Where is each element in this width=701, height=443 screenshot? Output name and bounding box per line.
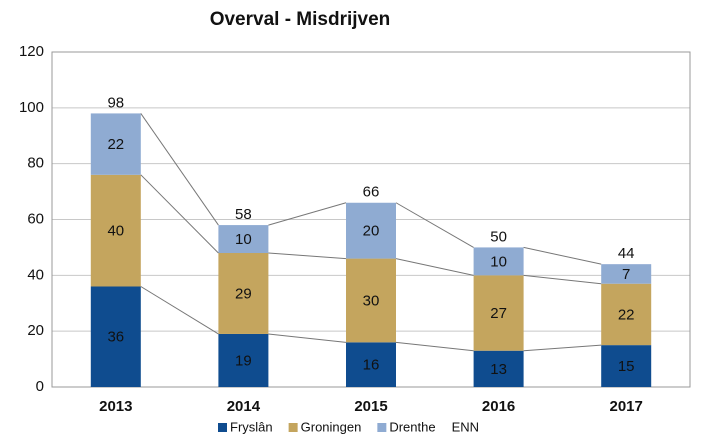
data-label: 30 bbox=[363, 292, 380, 309]
data-label: 22 bbox=[618, 306, 635, 323]
total-label: 58 bbox=[235, 206, 252, 223]
legend-label: ENN bbox=[452, 419, 479, 434]
y-tick-label: 100 bbox=[19, 99, 44, 116]
connector-line bbox=[268, 202, 347, 226]
bar-segment bbox=[601, 345, 652, 387]
connector-line bbox=[523, 246, 602, 265]
connector-line bbox=[395, 258, 474, 276]
data-label: 36 bbox=[107, 329, 124, 346]
bar-segment bbox=[90, 174, 141, 287]
connector-line bbox=[523, 344, 602, 352]
x-tick-label: 2014 bbox=[227, 398, 261, 415]
total-label: 98 bbox=[107, 94, 124, 111]
bar-segment bbox=[218, 333, 269, 387]
bar-segment bbox=[218, 225, 269, 253]
data-label: 10 bbox=[490, 253, 507, 270]
y-tick-label: 0 bbox=[36, 378, 44, 395]
x-tick-label: 2017 bbox=[610, 398, 643, 415]
legend-swatch bbox=[218, 423, 227, 432]
legend-label: Groningen bbox=[301, 419, 362, 434]
connector-line bbox=[140, 174, 219, 254]
bar-segment bbox=[473, 350, 524, 387]
bar-segment bbox=[346, 258, 396, 343]
y-tick-label: 60 bbox=[27, 210, 44, 227]
bar-segment bbox=[473, 275, 524, 351]
total-label: 44 bbox=[618, 245, 635, 262]
connector-line bbox=[140, 286, 219, 335]
connector-line bbox=[268, 252, 347, 260]
legend-label: Drenthe bbox=[389, 419, 435, 434]
connector-line bbox=[395, 341, 474, 352]
y-tick-label: 20 bbox=[27, 322, 44, 339]
chart-title: Overval - Misdrijven bbox=[210, 9, 391, 30]
bar-segment bbox=[90, 286, 141, 387]
connector-line bbox=[140, 113, 219, 226]
bar-segment bbox=[346, 342, 396, 387]
y-tick-label: 120 bbox=[19, 43, 44, 60]
bar-segment bbox=[473, 247, 524, 276]
data-label: 20 bbox=[363, 223, 380, 240]
bar-segment bbox=[346, 202, 396, 259]
bar-segment bbox=[601, 283, 652, 346]
data-label: 19 bbox=[235, 352, 252, 369]
data-label: 22 bbox=[107, 136, 124, 153]
y-tick-label: 40 bbox=[27, 266, 44, 283]
data-label: 29 bbox=[235, 285, 252, 302]
data-label: 15 bbox=[618, 358, 635, 375]
data-label: 13 bbox=[490, 361, 507, 378]
x-tick-label: 2013 bbox=[99, 398, 132, 415]
y-tick-label: 80 bbox=[27, 155, 44, 172]
data-label: 27 bbox=[490, 305, 507, 322]
bar-segment bbox=[601, 264, 652, 284]
x-tick-label: 2015 bbox=[354, 398, 387, 415]
data-label: 10 bbox=[235, 231, 252, 248]
legend-label: Fryslân bbox=[230, 419, 273, 434]
x-tick-label: 2016 bbox=[482, 398, 515, 415]
bar-segment bbox=[218, 253, 269, 334]
data-label: 7 bbox=[622, 266, 630, 283]
total-label: 50 bbox=[490, 228, 507, 245]
legend-swatch bbox=[377, 423, 387, 432]
connector-line bbox=[523, 274, 602, 285]
data-label: 40 bbox=[107, 223, 124, 240]
connector-line bbox=[268, 333, 347, 343]
total-label: 66 bbox=[363, 184, 380, 201]
bar-segment bbox=[90, 113, 141, 175]
legend-swatch bbox=[288, 423, 298, 432]
data-label: 16 bbox=[363, 357, 380, 374]
connector-line bbox=[395, 202, 474, 248]
